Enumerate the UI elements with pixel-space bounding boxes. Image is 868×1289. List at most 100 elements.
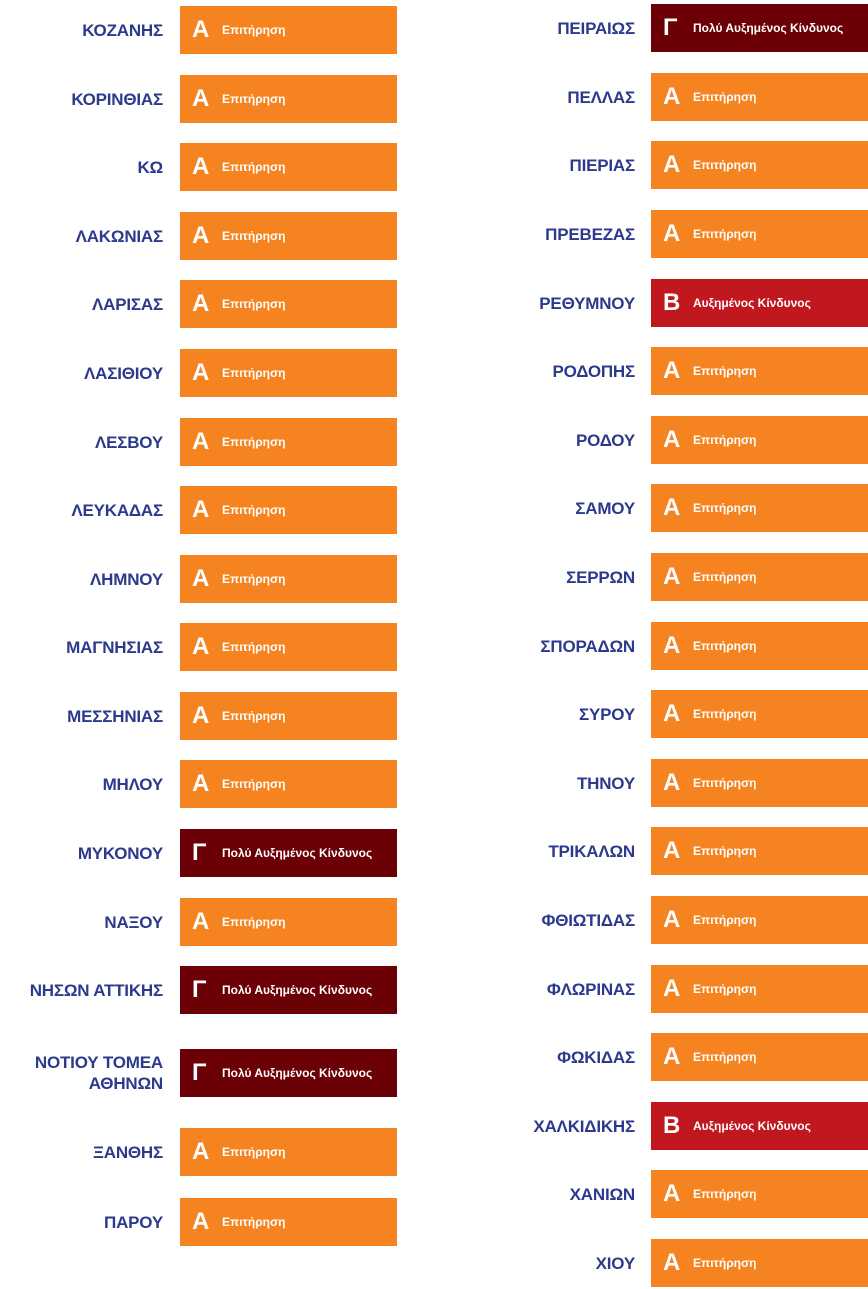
region-name: ΛΕΣΒΟΥ [94, 432, 163, 452]
region-name: ΡΟΔΟΠΗΣ [552, 361, 636, 381]
region-name: ΞΑΝΘΗΣ [93, 1142, 163, 1162]
risk-level-badge: Α Επιτήρηση [651, 484, 868, 532]
risk-level-badge: Α Επιτήρηση [651, 1170, 868, 1218]
risk-level-label: Επιτήρηση [693, 707, 757, 721]
risk-level-label: Επιτήρηση [222, 503, 286, 517]
risk-level-letter: Γ [192, 839, 207, 866]
risk-level-label: Επιτήρηση [222, 92, 286, 106]
region-name: ΤΗΝΟΥ [576, 773, 635, 793]
risk-level-label: Επιτήρηση [693, 570, 757, 584]
risk-level-badge: Α Επιτήρηση [651, 416, 868, 464]
risk-level-label: Επιτήρηση [693, 776, 757, 790]
risk-level-letter: Α [663, 563, 681, 590]
region-name: ΜΥΚΟΝΟΥ [77, 843, 163, 863]
risk-level-letter: Α [192, 702, 210, 729]
region-name: ΡΕΘΥΜΝΟΥ [539, 293, 635, 313]
risk-level-badge: Α Επιτήρηση [651, 1239, 868, 1287]
region-name: ΜΕΣΣΗΝΙΑΣ [67, 706, 163, 726]
risk-level-badge: Α Επιτήρηση [180, 418, 397, 466]
risk-level-badge: Β Αυξημένος Κίνδυνος [651, 1102, 868, 1150]
risk-level-letter: Α [663, 632, 681, 659]
risk-level-label: Επιτήρηση [222, 709, 286, 723]
risk-level-letter: Α [192, 1138, 210, 1165]
region-name: ΣΕΡΡΩΝ [566, 567, 635, 587]
region-name: ΡΟΔΟΥ [576, 430, 635, 450]
risk-level-label: Επιτήρηση [693, 982, 757, 996]
risk-level-badge: Α Επιτήρηση [180, 1198, 397, 1246]
risk-level-letter: Β [663, 1112, 681, 1139]
region-name: ΧΙΟΥ [595, 1253, 636, 1273]
risk-level-label: Επιτήρηση [693, 227, 757, 241]
risk-level-letter: Γ [192, 976, 207, 1003]
risk-level-badge: Α Επιτήρηση [651, 690, 868, 738]
risk-level-label: Επιτήρηση [693, 90, 757, 104]
risk-level-letter: Α [192, 16, 210, 43]
risk-level-badge: Α Επιτήρηση [651, 347, 868, 395]
risk-level-badge: Α Επιτήρηση [651, 73, 868, 121]
region-name: ΦΩΚΙΔΑΣ [557, 1047, 635, 1067]
risk-level-letter: Α [663, 83, 681, 110]
region-name: ΧΑΝΙΩΝ [569, 1184, 636, 1204]
region-name: ΚΩ [137, 157, 163, 177]
risk-level-label: Επιτήρηση [693, 844, 757, 858]
risk-level-letter: Α [192, 359, 210, 386]
region-name: ΧΑΛΚΙΔΙΚΗΣ [533, 1116, 635, 1136]
risk-level-label: Επιτήρηση [222, 572, 286, 586]
region-name: ΝΟΤΙΟΥ ΤΟΜΕΑ ΑΘΗΝΩΝ [34, 1053, 163, 1093]
risk-level-badge: Α Επιτήρηση [180, 486, 397, 534]
risk-level-letter: Α [192, 633, 210, 660]
risk-level-badge: Α Επιτήρηση [180, 898, 397, 946]
risk-level-label: Επιτήρηση [222, 23, 286, 37]
risk-level-badge: Α Επιτήρηση [180, 75, 397, 123]
risk-level-label: Επιτήρηση [222, 435, 286, 449]
risk-level-letter: Α [663, 151, 681, 178]
region-name: ΣΠΟΡΑΔΩΝ [540, 636, 635, 656]
region-name: ΦΛΩΡΙΝΑΣ [546, 979, 635, 999]
risk-level-label: Επιτήρηση [693, 913, 757, 927]
risk-level-badge: Α Επιτήρηση [651, 759, 868, 807]
region-name: ΝΗΣΩΝ ΑΤΤΙΚΗΣ [29, 980, 163, 1000]
risk-level-label: Επιτήρηση [222, 1145, 286, 1159]
risk-level-badge: Γ Πολύ Αυξημένος Κίνδυνος [180, 829, 397, 877]
risk-level-letter: Α [663, 700, 681, 727]
risk-level-letter: Α [663, 357, 681, 384]
risk-level-label: Επιτήρηση [222, 915, 286, 929]
risk-level-badge: Β Αυξημένος Κίνδυνος [651, 279, 868, 327]
risk-level-letter: Α [192, 153, 210, 180]
risk-level-badge: Γ Πολύ Αυξημένος Κίνδυνος [651, 4, 868, 52]
region-name: ΤΡΙΚΑΛΩΝ [548, 841, 635, 861]
risk-level-badge: Α Επιτήρηση [651, 553, 868, 601]
risk-level-label: Επιτήρηση [222, 777, 286, 791]
risk-level-badge: Γ Πολύ Αυξημένος Κίνδυνος [180, 966, 397, 1014]
region-name: ΣΑΜΟΥ [575, 498, 635, 518]
risk-level-letter: Β [663, 289, 681, 316]
region-name: ΦΘΙΩΤΙΔΑΣ [541, 910, 635, 930]
risk-level-letter: Γ [192, 1059, 207, 1086]
risk-level-letter: Α [192, 496, 210, 523]
region-name: ΠΕΙΡΑΙΩΣ [557, 18, 635, 38]
risk-level-badge: Γ Πολύ Αυξημένος Κίνδυνος [180, 1049, 397, 1097]
risk-level-letter: Α [663, 769, 681, 796]
region-name: ΛΑΣΙΘΙΟΥ [84, 363, 163, 383]
risk-level-label: Αυξημένος Κίνδυνος [693, 296, 811, 310]
region-name: ΛΑΡΙΣΑΣ [92, 294, 163, 314]
risk-level-letter: Α [192, 222, 210, 249]
risk-level-badge: Α Επιτήρηση [180, 1128, 397, 1176]
risk-level-label: Επιτήρηση [693, 1050, 757, 1064]
risk-level-label: Πολύ Αυξημένος Κίνδυνος [222, 983, 373, 997]
region-name: ΠΡΕΒΕΖΑΣ [545, 224, 635, 244]
risk-level-letter: Α [663, 1249, 681, 1276]
risk-level-label: Επιτήρηση [222, 297, 286, 311]
region-name: ΛΑΚΩΝΙΑΣ [75, 226, 164, 246]
region-name: ΜΗΛΟΥ [102, 774, 164, 794]
risk-level-letter: Α [192, 565, 210, 592]
risk-level-badge: Α Επιτήρηση [651, 1033, 868, 1081]
risk-level-letter: Α [663, 1043, 681, 1070]
risk-level-label: Αυξημένος Κίνδυνος [693, 1119, 811, 1133]
risk-level-label: Επιτήρηση [222, 229, 286, 243]
risk-level-badge: Α Επιτήρηση [651, 965, 868, 1013]
risk-level-letter: Γ [663, 14, 678, 41]
risk-level-badge: Α Επιτήρηση [180, 143, 397, 191]
risk-level-badge: Α Επιτήρηση [180, 6, 397, 54]
risk-level-badge: Α Επιτήρηση [180, 349, 397, 397]
